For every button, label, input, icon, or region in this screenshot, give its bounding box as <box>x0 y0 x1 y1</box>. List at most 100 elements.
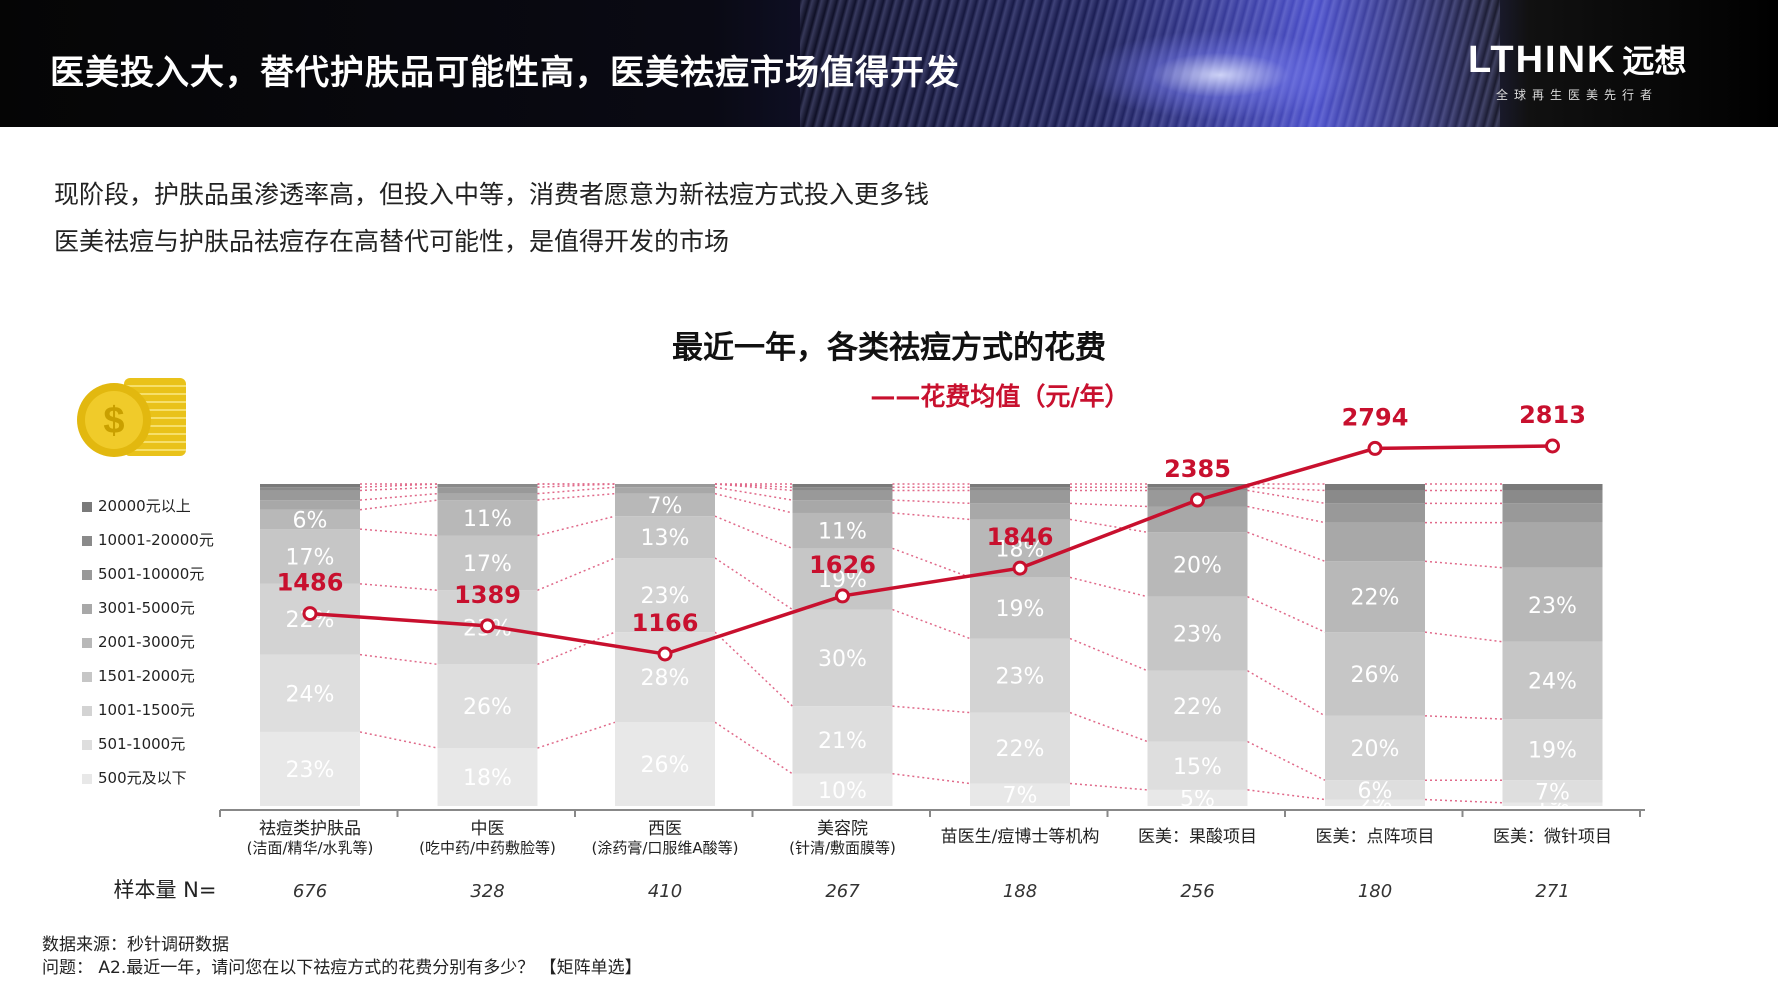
bar-segment <box>792 512 893 549</box>
bar-value-label: 7% <box>648 494 683 519</box>
bar-segment <box>1325 484 1425 491</box>
bar-segment <box>792 773 893 806</box>
mean-spend-point <box>1190 492 1205 508</box>
connector-line <box>1424 560 1503 569</box>
bar-segment <box>970 503 1070 520</box>
bar-segment <box>1147 670 1248 742</box>
sample-size-label: 样本量 N= <box>114 878 217 902</box>
connector-line <box>1247 789 1326 801</box>
bar-segment <box>1147 484 1248 488</box>
connector-line <box>1247 489 1326 505</box>
mean-spend-label: 1389 <box>454 581 521 609</box>
legend: 20000元以上 10001-20000元 5001-10000元 3001-5000… <box>82 497 214 787</box>
legend-label: 501-1000元 <box>98 735 185 753</box>
mean-spend-point <box>480 618 495 634</box>
bar-segment <box>792 609 893 707</box>
bar-value-label: 22% <box>1173 695 1222 720</box>
bar-segment <box>1325 490 1425 504</box>
connector-line <box>1247 486 1326 492</box>
bar-value-label: 19% <box>1528 739 1577 764</box>
mean-spend-label: 2794 <box>1342 403 1409 431</box>
connector-line <box>1069 502 1148 508</box>
legend-swatch <box>82 536 92 546</box>
connector-line <box>537 486 616 495</box>
bar-segment <box>437 484 538 488</box>
header-glow <box>1080 30 1360 120</box>
connector-line <box>1247 531 1326 562</box>
bar-segment <box>1502 484 1603 491</box>
connector-line <box>359 583 438 592</box>
connector-line <box>1424 798 1503 804</box>
bar-segment <box>970 783 1070 806</box>
bar-segment <box>1502 490 1603 504</box>
mean-spend-polyline <box>309 444 1553 656</box>
bar-value-label: 30% <box>818 647 867 672</box>
legend-label: 5001-10000元 <box>98 565 204 583</box>
connector-line <box>1069 637 1148 672</box>
connector-line <box>714 557 793 611</box>
mean-spend-point <box>302 606 318 622</box>
connector-line <box>892 512 971 521</box>
connector-line <box>1247 740 1326 781</box>
bar-value-label: 15% <box>1173 755 1222 780</box>
svg-text:$: $ <box>103 400 124 442</box>
sample-size-value: 676 <box>293 881 327 902</box>
bar-segment <box>1147 741 1248 790</box>
bar-value-label: 11% <box>818 520 867 545</box>
bar-value-label: 24% <box>286 682 335 707</box>
connector-line <box>359 731 438 749</box>
legend-label: 500元及以下 <box>98 769 187 787</box>
bar-value-label: 22% <box>996 737 1045 762</box>
connector-line <box>892 705 971 714</box>
logo-brand-cn: 远想 <box>1622 42 1687 80</box>
bar-segment <box>792 500 893 513</box>
connector-line <box>1069 782 1148 791</box>
bar-segment <box>437 664 538 749</box>
connector-line <box>892 773 971 785</box>
bar-segment <box>260 500 360 510</box>
bar-segment <box>437 493 538 501</box>
bar-segment <box>792 706 893 774</box>
legend-label: 2001-3000元 <box>98 633 195 651</box>
header-banner: 医美投入大，替代护肤品可能性高，医美祛痘市场值得开发 LTHINK 远想 全球再生… <box>0 0 1778 127</box>
bar-segment <box>260 529 360 584</box>
bar-value-label: 20% <box>1173 554 1222 579</box>
category-sublabel: (洁面/精华/水乳等) <box>247 839 374 857</box>
bar-segment <box>260 487 360 491</box>
category-sublabel: (涂药膏/口服维A酸等) <box>591 839 738 857</box>
mean-spend-line: 1486 1389 1166 1626 1846 2385 2794 2813 <box>277 401 1586 662</box>
bar-segment <box>437 487 538 494</box>
bar-segment <box>970 712 1070 784</box>
category-label: 医美：微针项目 <box>1493 827 1612 847</box>
intro-line-2: 医美祛痘与护肤品祛痘存在高替代可能性，是值得开发的市场 <box>54 227 730 256</box>
connector-line <box>1069 711 1148 743</box>
legend-swatch <box>82 740 92 750</box>
connector-line <box>714 631 794 707</box>
intro-line-1: 现阶段，护肤品虽渗透率高，但投入中等，消费者愿意为新祛痘方式投入更多钱 <box>54 180 930 209</box>
bar-value-label: 17% <box>463 552 512 577</box>
bar-segment <box>260 490 360 501</box>
bar-segment <box>1502 503 1603 523</box>
mean-spend-label: 2385 <box>1164 455 1231 483</box>
bar-value-label: 23% <box>996 665 1045 690</box>
connector-line <box>359 653 438 666</box>
legend-label: 20000元以上 <box>98 497 191 515</box>
bar-value-label: 20% <box>1351 737 1400 762</box>
bar-stacks: 23% 24% 22% 17% 6% 18% 26% 23% 17% 11% 26% 28% 23% 13… <box>260 484 1603 818</box>
bar-segment <box>792 487 893 491</box>
legend-label: 3001-5000元 <box>98 599 195 617</box>
connector-line <box>537 721 616 749</box>
footer-source: 数据来源：秒针调研数据 <box>42 935 229 955</box>
sample-size-value: 256 <box>1180 881 1214 902</box>
logo-brand-text: LTHINK <box>1468 39 1617 81</box>
connector-line <box>359 499 438 511</box>
category-label: 中医 <box>471 819 505 839</box>
bar-segment <box>437 748 538 806</box>
bar-value-label: 23% <box>641 584 690 609</box>
connector-line <box>1424 715 1503 720</box>
mean-spend-label: 1846 <box>987 523 1054 551</box>
bar-segment <box>1502 719 1603 781</box>
bar-segment <box>1325 715 1425 781</box>
bar-segment <box>437 535 538 591</box>
legend-swatch <box>82 672 92 682</box>
